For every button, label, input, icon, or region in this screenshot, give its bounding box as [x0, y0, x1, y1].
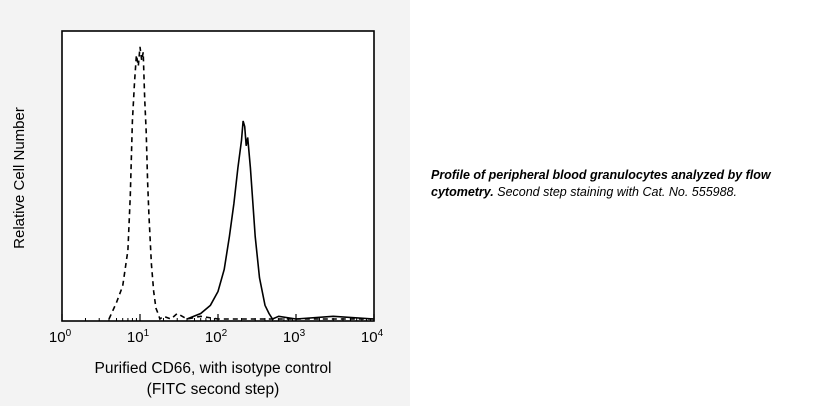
caption-text: Second step staining with Cat. No. 55598… — [493, 185, 737, 199]
x-tick-label: 103 — [283, 328, 306, 346]
x-tick-label: 101 — [127, 328, 150, 346]
x-tick-label: 100 — [49, 328, 72, 346]
x-tick-layer: 100 101 102 103 104 — [49, 314, 384, 346]
figure-panel: 100 101 102 103 104 Relative Cell Number Pur… — [0, 0, 410, 406]
x-axis-label-line1: Purified CD66, with isotype control — [95, 360, 332, 377]
figure-caption: Profile of peripheral blood granulocytes… — [431, 167, 816, 201]
x-tick-label: 104 — [361, 328, 384, 346]
series-layer — [108, 46, 375, 321]
x-axis-label-line2: (FITC second step) — [147, 381, 280, 398]
plot-frame — [61, 30, 375, 322]
y-axis-label: Relative Cell Number — [11, 107, 28, 249]
cd66-histogram-line — [186, 120, 375, 321]
isotype-control-histogram-line — [108, 46, 374, 321]
caption-bold-text: Profile of peripheral blood granulocytes… — [431, 168, 771, 199]
x-tick-label: 102 — [205, 328, 228, 346]
histogram-chart: 100 101 102 103 104 Relative Cell Number Pur… — [11, 30, 384, 398]
